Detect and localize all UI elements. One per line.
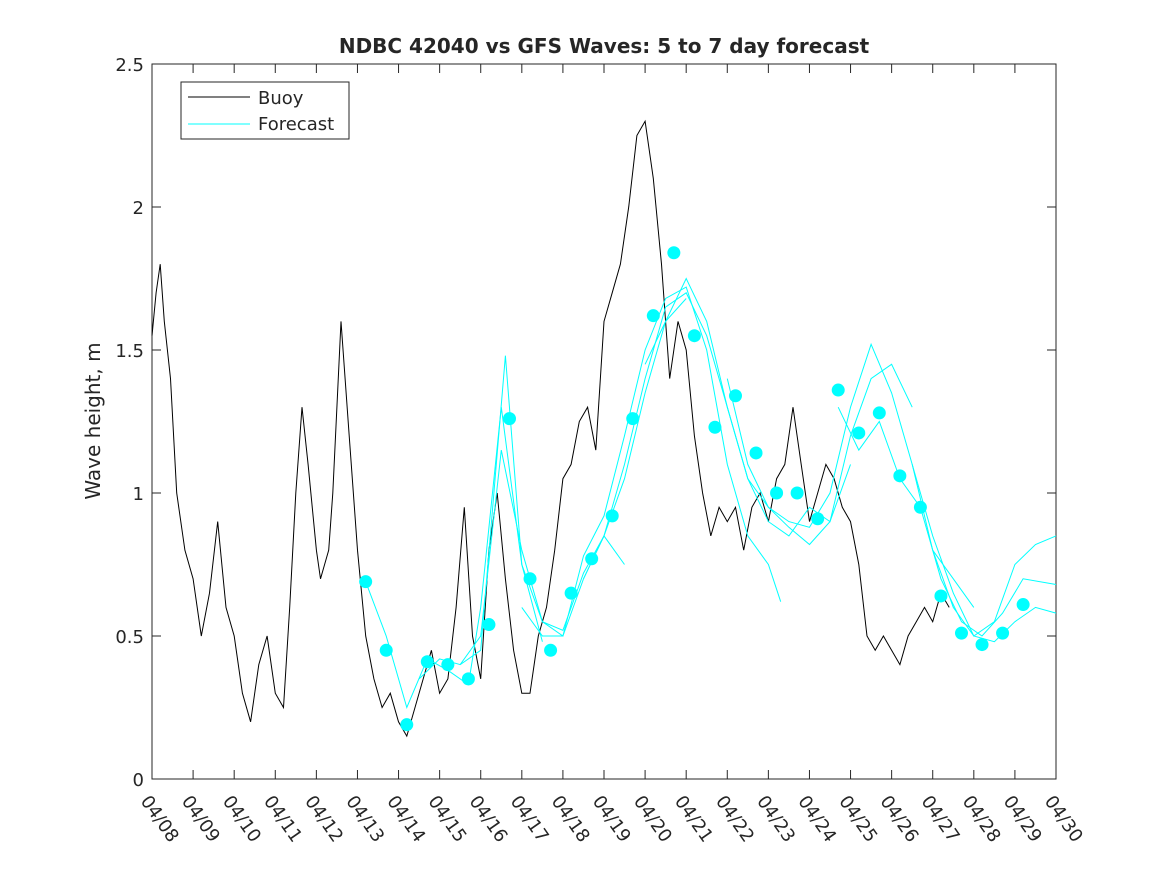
forecast-point bbox=[379, 643, 393, 657]
forecast-point bbox=[502, 412, 516, 426]
forecast-run-line bbox=[911, 464, 1057, 637]
forecast-point bbox=[893, 469, 907, 483]
forecast-point bbox=[585, 552, 599, 566]
y-tick-label: 0 bbox=[133, 770, 144, 791]
y-axis-label: Wave height, m bbox=[81, 342, 105, 499]
forecast-point bbox=[544, 643, 558, 657]
forecast-point bbox=[872, 406, 886, 420]
forecast-point bbox=[420, 655, 434, 669]
forecast-run-line bbox=[644, 277, 913, 546]
forecast-point bbox=[523, 572, 537, 586]
forecast-point bbox=[913, 500, 927, 514]
forecast-point bbox=[790, 486, 804, 500]
forecast-run-line bbox=[837, 406, 1057, 637]
forecast-run-line bbox=[521, 286, 782, 637]
chart-title: NDBC 42040 vs GFS Waves: 5 to 7 day fore… bbox=[339, 34, 870, 58]
forecast-run-line bbox=[365, 407, 543, 709]
forecast-point bbox=[1016, 598, 1030, 612]
forecast-point bbox=[667, 246, 681, 260]
y-tick-label: 1.5 bbox=[115, 341, 144, 362]
forecast-point bbox=[482, 618, 496, 632]
forecast-point bbox=[831, 383, 845, 397]
forecast-point bbox=[749, 446, 763, 460]
forecast-point bbox=[728, 389, 742, 403]
y-tick-label: 2 bbox=[133, 198, 144, 219]
forecast-point bbox=[400, 718, 414, 732]
forecast-point bbox=[996, 626, 1010, 640]
forecast-point bbox=[770, 486, 784, 500]
legend-box bbox=[180, 81, 350, 140]
forecast-point bbox=[564, 586, 578, 600]
forecast-point bbox=[626, 412, 640, 426]
forecast-point bbox=[708, 420, 722, 434]
y-tick-label: 0.5 bbox=[115, 627, 144, 648]
legend: Buoy Forecast bbox=[180, 81, 350, 140]
y-tick-label: 2.5 bbox=[115, 55, 144, 76]
forecast-point bbox=[852, 426, 866, 440]
forecast-point bbox=[934, 589, 948, 603]
forecast-point bbox=[461, 672, 475, 686]
forecast-point bbox=[605, 509, 619, 523]
forecast-run-line bbox=[583, 292, 851, 580]
legend-buoy-label: Buoy bbox=[258, 88, 304, 109]
forecast-point bbox=[441, 658, 455, 672]
forecast-point bbox=[954, 626, 968, 640]
legend-forecast-label: Forecast bbox=[258, 114, 334, 135]
y-tick-label: 1 bbox=[133, 484, 144, 505]
forecast-run-line bbox=[932, 550, 1057, 643]
forecast-point bbox=[687, 329, 701, 343]
forecast-point bbox=[811, 512, 825, 526]
forecast-point bbox=[646, 309, 660, 323]
forecast-point bbox=[975, 638, 989, 652]
buoy-series-line bbox=[151, 119, 950, 738]
forecast-run-line bbox=[459, 298, 687, 666]
forecast-point bbox=[359, 575, 373, 589]
